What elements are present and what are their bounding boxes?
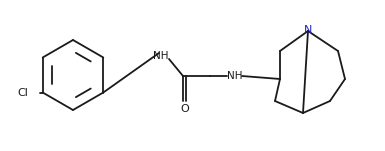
Text: N: N [304,25,312,35]
Text: NH: NH [227,71,243,81]
Text: Cl: Cl [18,87,29,98]
Text: O: O [180,104,189,114]
Text: NH: NH [153,51,169,61]
